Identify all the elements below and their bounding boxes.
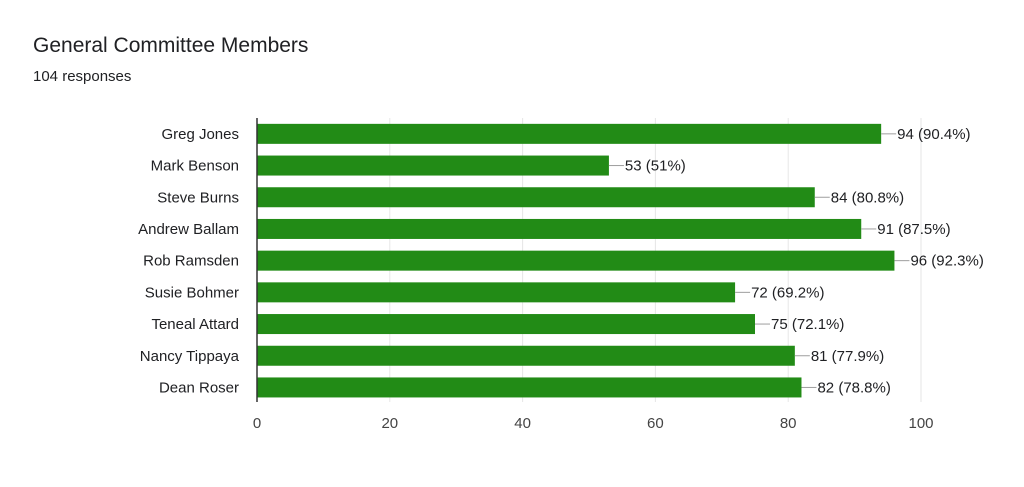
x-tick-label: 20 xyxy=(381,415,398,432)
data-label: 72 (69.2%) xyxy=(751,284,824,301)
bar xyxy=(257,345,795,366)
response-count: 104 responses xyxy=(33,68,132,85)
data-label: 94 (90.4%) xyxy=(897,126,970,143)
data-label: 82 (78.8%) xyxy=(817,379,890,396)
category-label: Susie Bohmer xyxy=(145,284,239,301)
bar xyxy=(257,314,755,335)
category-label: Greg Jones xyxy=(161,126,239,143)
category-label: Rob Ramsden xyxy=(143,253,239,270)
bar xyxy=(257,123,882,144)
category-label: Steve Burns xyxy=(157,189,239,206)
x-tick-label: 60 xyxy=(647,415,664,432)
bar xyxy=(257,187,815,208)
data-label: 53 (51%) xyxy=(625,158,686,175)
data-label: 81 (77.9%) xyxy=(811,348,884,365)
bar xyxy=(257,377,802,398)
bar xyxy=(257,218,862,239)
x-tick-label: 40 xyxy=(514,415,531,432)
data-label: 84 (80.8%) xyxy=(831,189,904,206)
data-label: 75 (72.1%) xyxy=(771,316,844,333)
category-label: Dean Roser xyxy=(159,379,239,396)
category-label: Nancy Tippaya xyxy=(140,348,240,365)
x-tick-label: 100 xyxy=(908,415,933,432)
bar xyxy=(257,155,609,176)
data-label: 91 (87.5%) xyxy=(877,221,950,238)
x-tick-label: 80 xyxy=(780,415,797,432)
category-label: Andrew Ballam xyxy=(138,221,239,238)
data-label: 96 (92.3%) xyxy=(910,253,983,270)
bar xyxy=(257,282,736,303)
chart-title: General Committee Members xyxy=(33,34,309,57)
category-label: Mark Benson xyxy=(151,158,239,175)
category-label: Teneal Attard xyxy=(151,316,239,333)
x-tick-label: 0 xyxy=(253,415,261,432)
bar xyxy=(257,250,895,271)
